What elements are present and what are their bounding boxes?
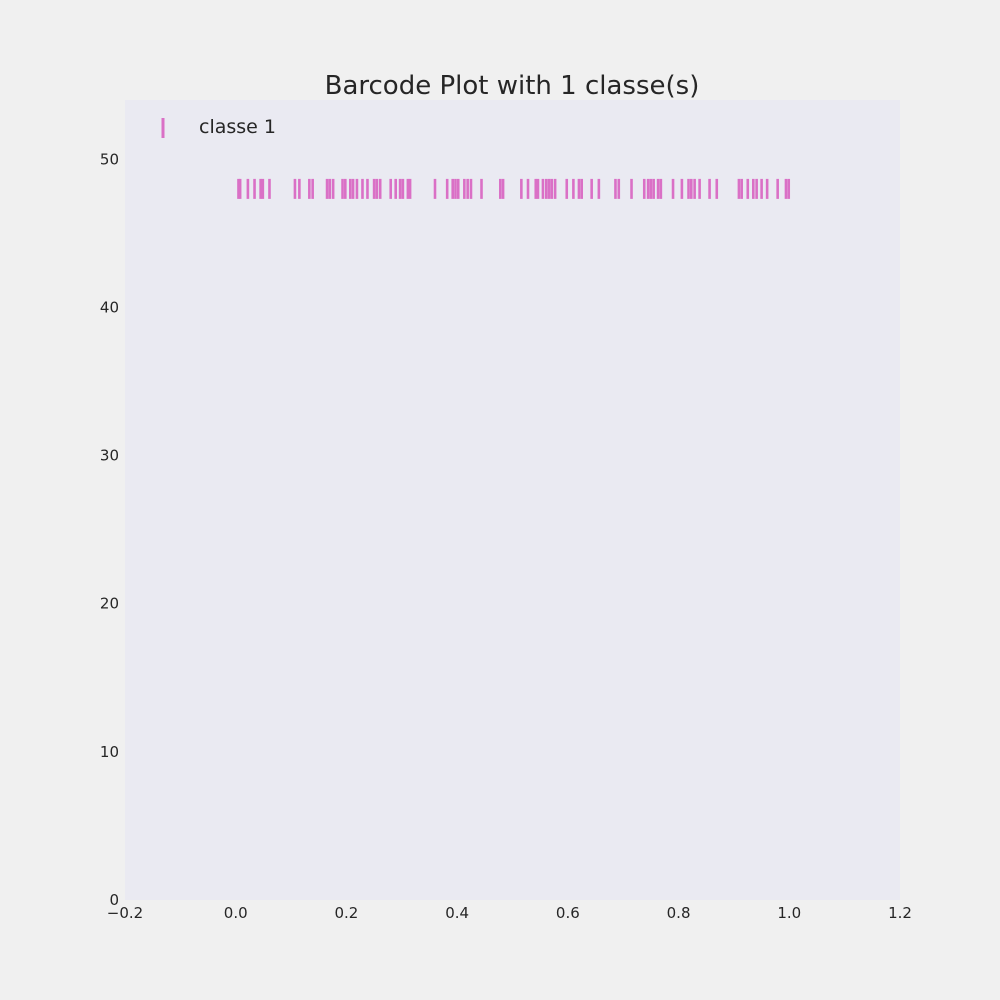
x-tick-label: 0.6 xyxy=(556,904,580,922)
plot-area xyxy=(125,100,900,900)
y-tick-label: 40 xyxy=(100,298,119,316)
chart-title: Barcode Plot with 1 classe(s) xyxy=(325,71,700,101)
y-tick-label: 30 xyxy=(100,447,119,465)
x-tick-label: 0.2 xyxy=(334,904,358,922)
x-tick-label: 0.4 xyxy=(445,904,469,922)
y-tick-label: 50 xyxy=(100,150,119,168)
x-axis: −0.2 0.0 0.2 0.4 0.6 0.8 1.0 1.2 xyxy=(107,904,912,922)
y-tick-label: 10 xyxy=(100,743,119,761)
legend-label: classe 1 xyxy=(199,116,276,138)
y-axis: 0 10 20 30 40 50 xyxy=(100,150,119,909)
x-tick-label: −0.2 xyxy=(107,904,143,922)
y-tick-label: 20 xyxy=(100,595,119,613)
legend: classe 1 xyxy=(161,116,276,138)
x-tick-label: 1.0 xyxy=(777,904,801,922)
barcode-series xyxy=(237,178,791,199)
x-tick-label: 0.0 xyxy=(224,904,248,922)
x-tick-label: 0.8 xyxy=(667,904,691,922)
y-tick-label: 0 xyxy=(109,891,119,909)
x-tick-label: 1.2 xyxy=(888,904,912,922)
